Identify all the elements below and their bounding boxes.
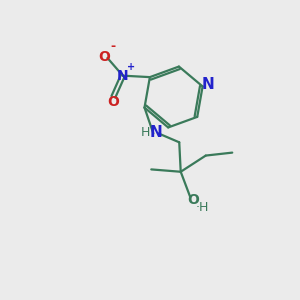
Text: O: O bbox=[98, 50, 110, 64]
Text: O: O bbox=[187, 193, 199, 207]
Text: ·H: ·H bbox=[196, 202, 209, 214]
Text: H: H bbox=[140, 125, 150, 139]
Text: N: N bbox=[202, 77, 214, 92]
Text: N: N bbox=[117, 69, 129, 83]
Text: -: - bbox=[110, 40, 115, 53]
Text: O: O bbox=[107, 95, 119, 109]
Text: N: N bbox=[149, 124, 162, 140]
Text: +: + bbox=[127, 62, 135, 72]
